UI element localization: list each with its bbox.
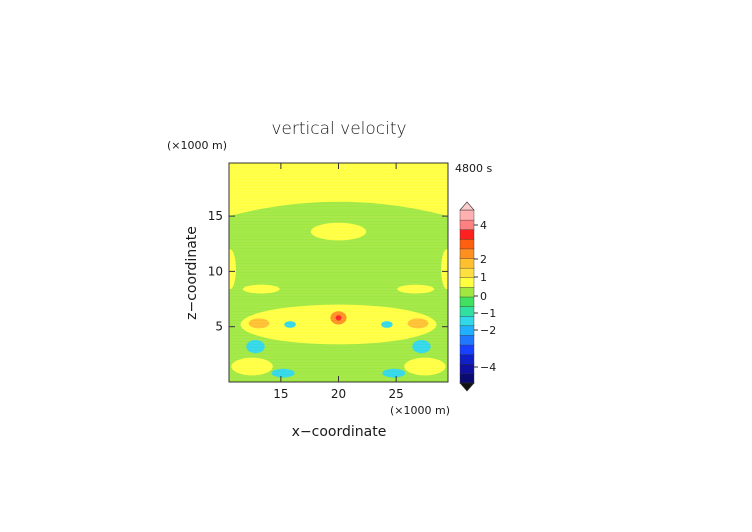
x-axis-label: x−coordinate [292, 424, 387, 440]
colorbar-tick-label: −4 [480, 361, 496, 374]
colorbar-segment [459, 334, 475, 346]
colorbar-segment [459, 373, 475, 384]
colorbar-tick-label: 4 [480, 219, 487, 232]
colorbar-segment [459, 257, 475, 269]
contour-region [404, 357, 446, 376]
x-tick-label: 15 [273, 387, 288, 401]
colorbar-segment [459, 296, 475, 307]
y-tick-label: 5 [215, 320, 223, 334]
colorbar-extend-top [459, 201, 475, 211]
contour-region [240, 304, 437, 345]
contour-region [397, 284, 435, 294]
contour-region [407, 318, 429, 329]
y-axis-label: z−coordinate [184, 226, 200, 320]
contour-region [335, 315, 342, 321]
contour-region [248, 318, 270, 329]
y-tick-label: 15 [208, 209, 223, 223]
colorbar-segment [459, 277, 475, 288]
contour-region [382, 368, 406, 378]
colorbar-extend-bottom [459, 382, 475, 392]
y-unit-label: (×1000 m) [167, 139, 227, 152]
colorbar-segment [459, 344, 475, 355]
colorbar-segment [459, 305, 475, 317]
colorbar-segment [459, 209, 475, 221]
colorbar-segment [459, 248, 475, 259]
x-tick-label: 20 [331, 387, 346, 401]
chart-title: vertical velocity [271, 119, 406, 139]
colorbar-segment [459, 219, 475, 230]
contour-region [231, 357, 273, 376]
contour-region [381, 321, 393, 328]
contour-region [441, 249, 448, 290]
colorbar-tick-label: −1 [480, 307, 496, 320]
time-label: 4800 s [455, 162, 492, 175]
colorbar-tick-label: 0 [480, 290, 487, 303]
x-unit-label: (×1000 m) [390, 404, 450, 417]
colorbar-segment [459, 286, 475, 298]
contour-region [284, 321, 296, 328]
contour-region [310, 222, 367, 241]
colorbar-segment [459, 238, 475, 250]
colorbar-segment [459, 267, 475, 278]
x-axis: 15 20 25 [273, 163, 404, 401]
contour-region [271, 368, 295, 378]
contour-region [246, 339, 265, 354]
colorbar-tick-label: −2 [480, 324, 496, 337]
colorbar: 4 2 1 0 −1 −2 −4 [459, 201, 496, 392]
colorbar-segment [459, 353, 475, 365]
colorbar-segment [459, 325, 475, 336]
contour-region [229, 249, 236, 290]
y-axis: 5 10 15 [208, 209, 448, 334]
contour-region [229, 216, 448, 382]
x-tick-label: 25 [388, 387, 403, 401]
contour-region [412, 339, 431, 354]
colorbar-segment [459, 315, 475, 327]
colorbar-segment [459, 363, 475, 375]
contour-region [242, 284, 280, 294]
contour-field [229, 163, 448, 382]
contour-region [229, 201, 448, 217]
y-tick-label: 10 [208, 264, 223, 278]
colorbar-segment [459, 229, 475, 240]
colorbar-tick-label: 2 [480, 253, 487, 266]
colorbar-tick-label: 1 [480, 271, 487, 284]
